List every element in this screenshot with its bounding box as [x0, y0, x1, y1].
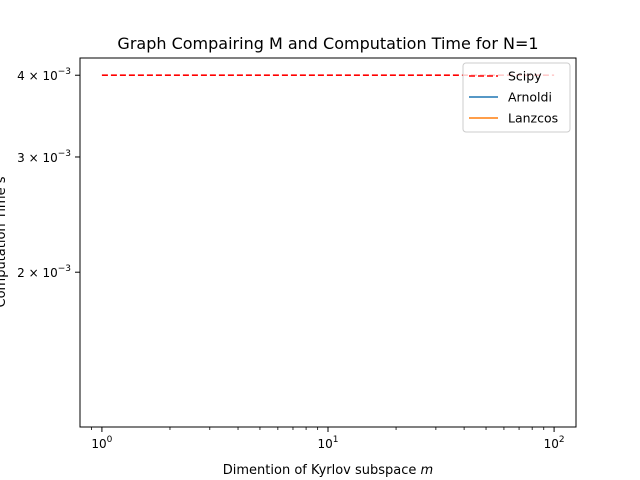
y-axis: 4 × 10−33 × 10−32 × 10−3	[17, 67, 80, 280]
chart-title: Graph Compairing M and Computation Time …	[117, 34, 538, 53]
x-tick-label-exponent: 1	[333, 435, 339, 445]
x-axis-label-variable: m	[421, 463, 434, 478]
y-tick-label-base: 10	[42, 151, 57, 165]
x-tick-label: 101	[317, 435, 338, 451]
x-axis: 100 101 102	[91, 427, 565, 451]
x-axis-label: Dimention of Kyrlov subspace m	[223, 463, 433, 478]
y-tick-label-times: ×	[25, 151, 43, 165]
y-tick-label-times: ×	[25, 266, 43, 280]
legend-label: Arnoldi	[508, 90, 552, 105]
x-tick-label-base: 10	[91, 437, 106, 451]
y-tick-label-exponent: −3	[58, 264, 71, 274]
y-tick-label-times: ×	[25, 69, 43, 83]
x-tick-label-base: 10	[317, 437, 332, 451]
x-tick-label-base: 10	[544, 437, 559, 451]
y-axis-label: Computation Time s	[0, 176, 9, 307]
y-tick-label-exponent: −3	[58, 149, 71, 159]
y-tick-label-mantissa: 4	[17, 69, 25, 83]
legend-label: Lanzcos	[508, 111, 558, 126]
x-tick-label-exponent: 0	[107, 435, 113, 445]
legend: Scipy Arnoldi Lanzcos	[462, 62, 571, 133]
y-tick-label: 3 × 10−3	[17, 149, 71, 165]
x-tick-label: 100	[91, 435, 112, 451]
x-tick-label: 102	[544, 435, 565, 451]
y-tick-label: 4 × 10−3	[17, 67, 71, 83]
y-tick-label-base: 10	[42, 69, 57, 83]
y-tick-label-base: 10	[42, 266, 57, 280]
x-tick-label-exponent: 2	[559, 435, 565, 445]
x-axis-label-text: Dimention of Kyrlov subspace	[223, 463, 417, 478]
legend-box	[462, 62, 571, 133]
y-tick-label-mantissa: 3	[17, 151, 25, 165]
y-tick-label-exponent: −3	[58, 67, 71, 77]
legend-label: Scipy	[508, 69, 542, 84]
y-tick-label: 2 × 10−3	[17, 264, 71, 280]
y-tick-label-mantissa: 2	[17, 266, 25, 280]
